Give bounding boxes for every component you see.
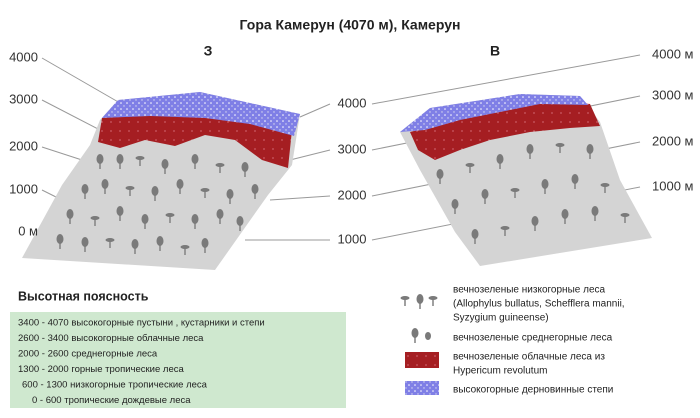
zonation-row: 1300 - 2000 горные тропические леса bbox=[18, 364, 184, 375]
legend: вечнозеленые низкогорные леса (Allophylus… bbox=[453, 285, 625, 396]
legend-text: высокогорные дерновинные степи bbox=[453, 385, 613, 396]
left-axis-label: 2000 bbox=[9, 138, 38, 153]
legend-text: вечнозеленые низкогорные леса bbox=[453, 285, 605, 296]
legend-text: вечнозеленые облачные леса из bbox=[453, 351, 605, 363]
legend-icons bbox=[400, 294, 439, 395]
legend-text: Syzygium guineense) bbox=[453, 313, 549, 324]
axes: 4000 3000 2000 1000 0 м 4000 3000 2000 1000 4000 … bbox=[9, 46, 693, 246]
east-label: В bbox=[490, 43, 500, 59]
right-axis-label: 2000 м bbox=[652, 133, 694, 148]
east-slope bbox=[400, 94, 652, 266]
west-slope bbox=[22, 92, 300, 270]
right-axis-label: 3000 м bbox=[652, 87, 694, 102]
middle-axis-label: 2000 bbox=[338, 187, 367, 202]
title: Гора Камерун (4070 м), Камерун bbox=[240, 17, 461, 33]
left-axis-label: 4000 bbox=[9, 49, 38, 64]
zonation-row: 0 - 600 тропические дождевые леса bbox=[32, 395, 191, 406]
middle-axis-label: 4000 bbox=[338, 95, 367, 110]
zonation-row: 2000 - 2600 среднегорные леса bbox=[18, 349, 158, 360]
left-axis-label: 0 м bbox=[18, 223, 38, 238]
legend-text: Hypericum revolutum bbox=[453, 366, 547, 377]
legend-text: (Allophylus bullatus, Schefflera mannii, bbox=[453, 299, 625, 310]
zonation-box bbox=[10, 312, 346, 408]
left-axis-label: 3000 bbox=[9, 91, 38, 106]
zonation-row: 600 - 1300 низкогорные тропические леса bbox=[22, 380, 208, 391]
right-axis-label: 4000 м bbox=[652, 46, 694, 61]
zonation-heading: Высотная поясность bbox=[18, 289, 149, 303]
west-label: З bbox=[204, 43, 213, 59]
middle-axis-label: 1000 bbox=[338, 231, 367, 246]
zonation-row: 3400 - 4070 высокогорные пустыни , куста… bbox=[18, 318, 265, 329]
zonation-row: 2600 - 3400 высокогорные облачные леса bbox=[18, 333, 204, 344]
legend-text: вечнозеленые среднегорные леса bbox=[453, 333, 613, 344]
left-axis-label: 1000 bbox=[9, 181, 38, 196]
right-axis-label: 1000 м bbox=[652, 178, 694, 193]
zonation-rows: 3400 - 4070 высокогорные пустыни , куста… bbox=[18, 318, 265, 407]
middle-axis-label: 3000 bbox=[338, 141, 367, 156]
